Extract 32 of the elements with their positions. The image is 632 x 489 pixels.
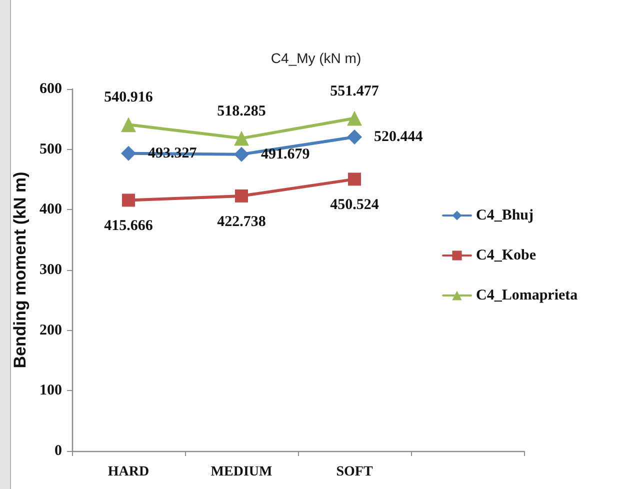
y-tick-label: 200 bbox=[40, 322, 62, 338]
x-tick-label: MEDIUM bbox=[210, 464, 272, 480]
x-tick-label: HARD bbox=[108, 464, 150, 480]
legend-label: C4_Lomaprieta bbox=[476, 288, 578, 304]
y-tick-label: 500 bbox=[40, 141, 62, 158]
x-tick-label: SOFT bbox=[336, 464, 374, 480]
data-label: 415.666 bbox=[104, 218, 154, 234]
y-axis-title: Bending moment (kN m) bbox=[10, 172, 30, 368]
data-label: 422.738 bbox=[217, 214, 266, 230]
point bbox=[234, 130, 249, 146]
data-label: 450.524 bbox=[330, 197, 380, 214]
point bbox=[235, 189, 248, 202]
point bbox=[347, 130, 362, 144]
point bbox=[122, 194, 135, 207]
data-label: 520.444 bbox=[374, 129, 424, 145]
point bbox=[347, 110, 362, 126]
point bbox=[234, 146, 249, 162]
data-label: 518.285 bbox=[217, 103, 266, 120]
y-tick-label: 100 bbox=[40, 382, 62, 399]
point bbox=[348, 172, 361, 186]
y-tick-label: 400 bbox=[40, 202, 62, 218]
data-label: 551.477 bbox=[330, 83, 380, 100]
data-label: 540.916 bbox=[104, 90, 154, 106]
point bbox=[121, 117, 136, 132]
data-label: 491.679 bbox=[261, 146, 310, 162]
legend-label: C4_Bhuj bbox=[476, 208, 534, 224]
y-tick-label: 0 bbox=[54, 443, 62, 459]
legend-label: C4_Kobe bbox=[476, 248, 536, 264]
y-tick-label: 600 bbox=[40, 81, 62, 97]
point bbox=[121, 146, 136, 161]
y-tick-label: 300 bbox=[40, 262, 62, 278]
chart-title: C4_My (kN m) bbox=[270, 50, 362, 66]
